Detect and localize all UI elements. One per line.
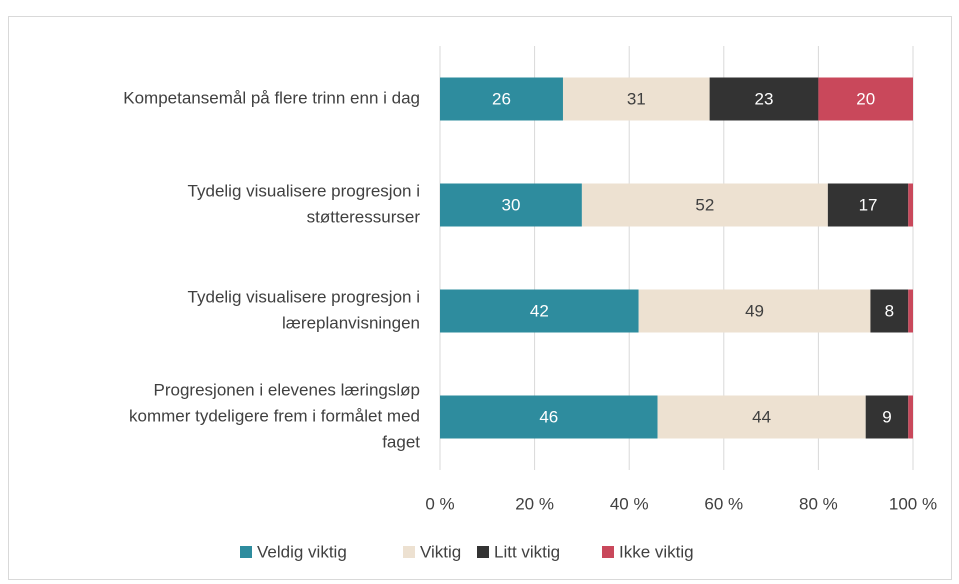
y-tick-label: faget (382, 432, 420, 451)
bar-segment (440, 289, 639, 333)
data-label: 42 (530, 301, 549, 320)
x-tick-label: 80 % (799, 494, 838, 513)
bar-segment (908, 183, 913, 227)
bar-segment (638, 289, 871, 333)
y-tick-label: kommer tydeligere frem i formålet med (129, 406, 420, 425)
data-label: 46 (539, 407, 558, 426)
bar-segment (827, 183, 909, 227)
bar-segment (870, 289, 909, 333)
bar-segment (818, 77, 913, 121)
data-label: 26 (492, 89, 511, 108)
y-tick-label: Progresjonen i elevenes læringsløp (154, 380, 420, 399)
x-tick-label: 100 % (889, 494, 937, 513)
data-label: 52 (695, 195, 714, 214)
x-tick-label: 20 % (515, 494, 554, 513)
bar-segment (440, 395, 658, 439)
data-label: 9 (882, 407, 891, 426)
y-tick-label: støtteressurser (307, 207, 421, 226)
data-label: 49 (745, 301, 764, 320)
y-tick-label: Kompetansemål på flere trinn enn i dag (123, 88, 420, 107)
data-label: 31 (627, 89, 646, 108)
bar-segment (709, 77, 819, 121)
legend-swatch (240, 546, 252, 558)
legend-swatch (403, 546, 415, 558)
y-tick-label: læreplanvisningen (282, 313, 420, 332)
legend-swatch (477, 546, 489, 558)
x-tick-label: 0 % (425, 494, 454, 513)
legend-label: Litt viktig (494, 542, 560, 561)
data-label: 17 (859, 195, 878, 214)
bar-segment (440, 77, 563, 121)
data-label: 23 (755, 89, 774, 108)
data-label: 30 (501, 195, 520, 214)
legend-label: Veldig viktig (257, 542, 347, 561)
data-label: 20 (856, 89, 875, 108)
data-label: 8 (885, 301, 894, 320)
data-label: 44 (752, 407, 771, 426)
bar-segment (562, 77, 710, 121)
bar-segment (581, 183, 828, 227)
legend-label: Ikke viktig (619, 542, 694, 561)
legend-label: Viktig (420, 542, 461, 561)
x-tick-label: 40 % (610, 494, 649, 513)
y-tick-label: Tydelig visualisere progresjon i (188, 181, 420, 200)
bar-segment (908, 289, 913, 333)
x-tick-label: 60 % (704, 494, 743, 513)
bar-segment (657, 395, 866, 439)
y-tick-label: Tydelig visualisere progresjon i (188, 287, 420, 306)
bar-segment (440, 183, 582, 227)
bar-segment (908, 395, 913, 439)
bar-segment (865, 395, 909, 439)
legend-swatch (602, 546, 614, 558)
